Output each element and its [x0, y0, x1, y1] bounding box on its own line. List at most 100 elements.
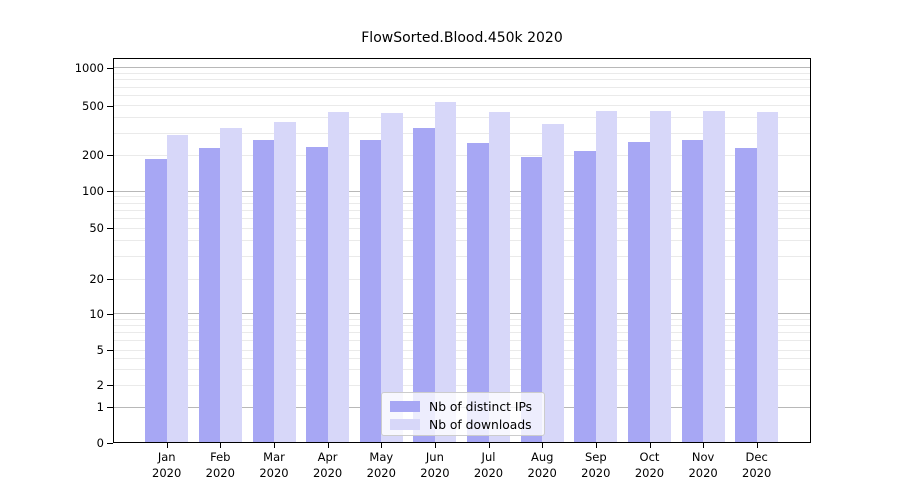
- y-gridline: [114, 73, 810, 74]
- y-gridline: [114, 369, 810, 370]
- legend-swatch-downloads: [390, 419, 420, 430]
- bar-downloads-may: [381, 112, 403, 443]
- legend-label-downloads: Nb of downloads: [429, 417, 532, 432]
- y-gridline: [114, 202, 810, 204]
- bar-downloads-feb: [220, 128, 242, 443]
- y-gridline: [114, 67, 810, 69]
- bar-distinct-ips-apr: [306, 146, 328, 443]
- y-tick-mark: [107, 105, 113, 107]
- y-tick-label: 1000: [74, 60, 104, 75]
- y-tick-label: 500: [82, 98, 104, 113]
- x-tick-mark: [756, 443, 758, 448]
- y-gridline: [114, 318, 810, 320]
- y-tick-mark: [107, 279, 113, 280]
- y-tick-mark: [107, 191, 113, 192]
- y-tick-label: 0: [96, 436, 104, 450]
- x-tick-mark: [542, 443, 544, 448]
- y-tick-label: 2: [96, 378, 104, 392]
- y-gridline: [114, 196, 810, 198]
- bar-distinct-ips-oct: [628, 142, 650, 443]
- bar-distinct-ips-jul: [467, 143, 489, 443]
- x-tick-label: Apr 2020: [312, 450, 343, 480]
- y-gridline: [114, 105, 810, 107]
- x-tick-label: Oct 2020: [634, 450, 665, 480]
- y-gridline: [114, 132, 810, 134]
- y-gridline: [114, 384, 810, 386]
- y-gridline: [114, 86, 810, 88]
- y-gridline: [114, 358, 810, 359]
- y-tick-label: 200: [82, 148, 104, 162]
- bar-distinct-ips-dec: [735, 148, 757, 443]
- y-gridline: [114, 95, 810, 97]
- bar-distinct-ips-jun: [413, 128, 435, 443]
- x-tick-mark: [381, 443, 383, 448]
- x-tick-mark: [595, 443, 597, 448]
- bar-distinct-ips-feb: [198, 147, 221, 443]
- bar-downloads-dec: [756, 112, 779, 443]
- y-gridline: [114, 227, 810, 229]
- y-gridline: [114, 209, 810, 211]
- bar-distinct-ips-nov: [681, 139, 704, 443]
- y-tick-label: 5: [96, 343, 104, 357]
- y-tick-mark: [107, 443, 113, 444]
- bar-distinct-ips-may: [359, 139, 382, 443]
- x-tick-mark: [166, 443, 168, 448]
- y-tick-mark: [107, 385, 113, 386]
- x-tick-label: Jun 2020: [420, 450, 450, 480]
- x-tick-label: Mar 2020: [259, 450, 289, 480]
- y-gridline: [114, 218, 810, 219]
- y-gridline: [114, 331, 810, 333]
- bar-distinct-ips-sep: [574, 151, 596, 443]
- legend-item-distinct-ips: Nb of distinct IPs: [382, 398, 544, 415]
- x-tick-mark: [649, 443, 651, 448]
- legend-swatch-distinct-ips: [390, 401, 420, 412]
- bar-downloads-sep: [595, 110, 618, 443]
- x-tick-label: Dec 2020: [742, 450, 772, 480]
- x-tick-mark: [327, 443, 329, 448]
- y-gridline: [114, 278, 810, 280]
- y-gridline: [114, 313, 810, 314]
- y-gridline: [114, 349, 810, 351]
- chart-title: FlowSorted.Blood.450k 2020: [361, 30, 563, 46]
- y-gridline: [114, 117, 810, 119]
- x-tick-label: May 2020: [366, 450, 396, 480]
- y-tick-label: 1: [96, 400, 104, 414]
- y-gridline: [114, 339, 810, 341]
- y-tick-label: 10: [89, 306, 104, 321]
- y-gridline: [114, 190, 810, 192]
- bar-downloads-jul: [488, 111, 510, 443]
- y-tick-mark: [107, 313, 113, 315]
- y-tick-mark: [107, 228, 113, 230]
- legend-label-distinct-ips: Nb of distinct IPs: [429, 399, 533, 414]
- x-tick-label: Feb 2020: [205, 450, 235, 480]
- x-tick-mark: [434, 443, 436, 448]
- x-tick-mark: [488, 443, 490, 448]
- bar-downloads-mar: [274, 122, 296, 443]
- y-gridline: [114, 79, 810, 81]
- y-gridline: [114, 154, 810, 156]
- bar-distinct-ips-mar: [252, 139, 274, 443]
- bar-distinct-ips-aug: [520, 157, 543, 443]
- y-gridline: [114, 256, 810, 258]
- y-tick-mark: [107, 155, 113, 156]
- y-tick-mark: [107, 67, 113, 69]
- legend-item-downloads: Nb of downloads: [382, 416, 544, 433]
- bar-downloads-jan: [166, 135, 189, 443]
- x-tick-label: Aug 2020: [527, 450, 557, 480]
- x-tick-label: Jan 2020: [152, 450, 182, 480]
- y-gridline: [114, 240, 810, 242]
- bar-downloads-oct: [649, 110, 671, 443]
- legend: Nb of distinct IPs Nb of downloads: [381, 392, 545, 436]
- x-tick-label: Sep 2020: [581, 450, 611, 480]
- y-tick-mark: [107, 350, 113, 351]
- y-gridline: [114, 324, 810, 326]
- bar-downloads-nov: [703, 111, 725, 443]
- x-tick-mark: [703, 443, 705, 448]
- bar-distinct-ips-jan: [145, 159, 167, 443]
- x-tick-label: Jul 2020: [473, 450, 504, 480]
- y-tick-label: 100: [82, 184, 104, 198]
- bar-downloads-jun: [434, 101, 457, 443]
- y-tick-label: 20: [89, 272, 104, 286]
- y-tick-label: 50: [89, 221, 104, 236]
- y-tick-mark: [107, 407, 113, 408]
